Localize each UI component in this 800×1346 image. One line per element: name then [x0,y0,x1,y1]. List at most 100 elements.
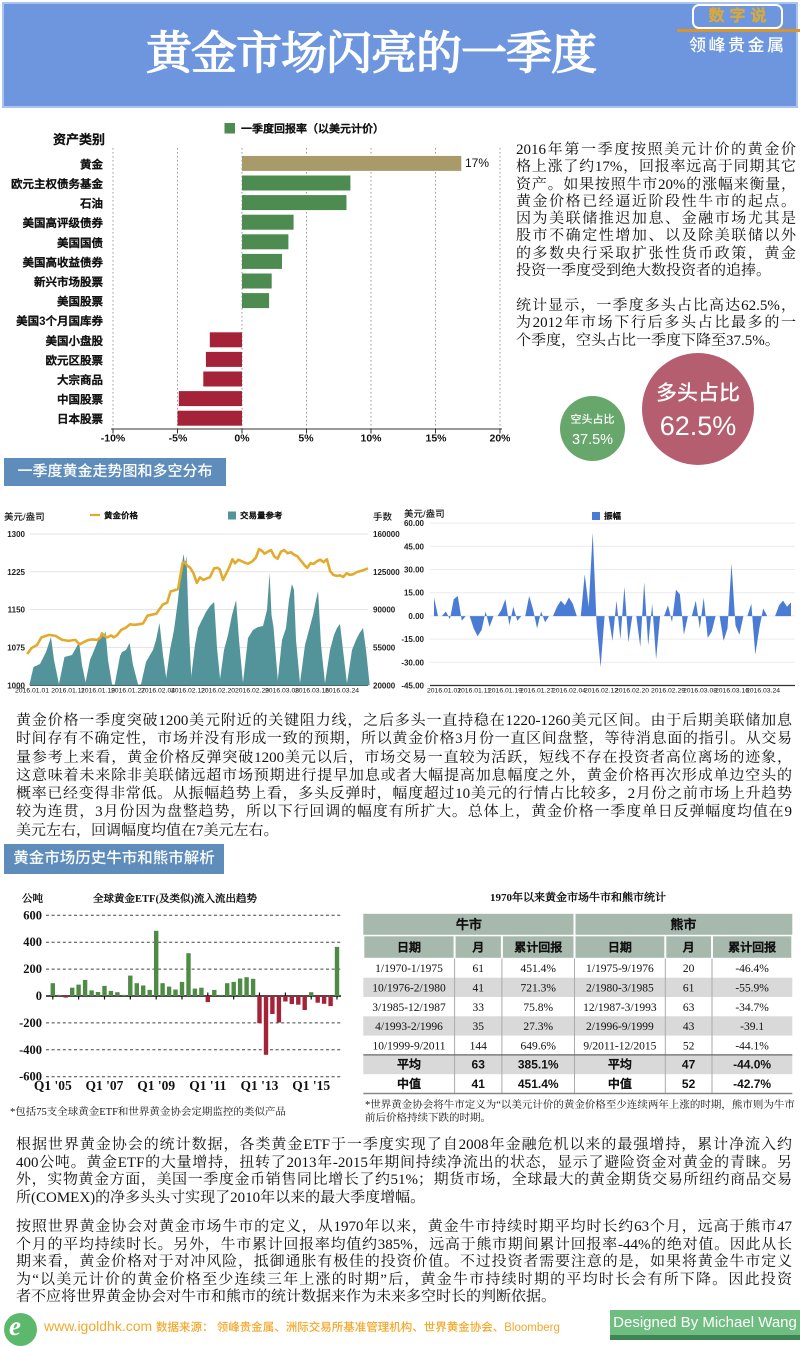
svg-text:Q1 '07: Q1 '07 [86,1078,124,1093]
svg-text:美国小盘股: 美国小盘股 [45,334,104,348]
svg-text:美国股票: 美国股票 [56,295,103,309]
svg-text:大宗商品: 大宗商品 [56,373,103,387]
svg-text:2016.01.11: 2016.01.11 [51,688,85,695]
svg-text:10/1976-2/1980: 10/1976-2/1980 [372,983,446,995]
svg-text:美国高收益债券: 美国高收益债券 [22,255,104,269]
svg-text:52: 52 [682,1077,696,1091]
svg-text:60.00: 60.00 [404,519,425,528]
svg-text:美国国债: 美国国债 [56,236,103,250]
svg-text:41: 41 [472,1077,486,1091]
svg-text:一季度回报率（以美元计价）: 一季度回报率（以美元计价） [241,123,384,136]
svg-text:61: 61 [472,963,484,975]
svg-text:累计回报: 累计回报 [727,940,777,954]
svg-text:20%: 20% [489,433,510,445]
svg-text:-55.9%: -55.9% [735,983,769,995]
svg-text:200: 200 [23,962,42,976]
svg-text:-5%: -5% [169,433,188,445]
svg-text:美国3个月国库券: 美国3个月国库券 [15,314,103,328]
svg-text:55000: 55000 [373,643,396,652]
svg-text:10/1999-9/2011: 10/1999-9/2011 [372,1040,445,1052]
svg-text:2016.01.19: 2016.01.19 [488,688,522,695]
svg-text:中值: 中值 [608,1077,632,1091]
svg-text:2016.01.11: 2016.01.11 [457,688,491,695]
svg-text:1/1970-1/1975: 1/1970-1/1975 [375,963,443,975]
svg-text:资产类别: 资产类别 [52,132,105,147]
svg-text:47: 47 [682,1058,696,1072]
svg-text:石油: 石油 [79,198,103,211]
svg-text:1000: 1000 [7,681,25,690]
svg-text:欧元主权债务基金: 欧元主权债务基金 [11,177,103,191]
svg-text:43: 43 [683,1021,695,1033]
svg-text:2016.02.12: 2016.02.12 [584,688,618,695]
svg-text:2016.03.08: 2016.03.08 [683,688,717,695]
svg-text:日期: 日期 [397,940,421,954]
svg-text:欧元区股票: 欧元区股票 [46,353,104,367]
svg-text:75.8%: 75.8% [523,1002,553,1014]
svg-text:-46.4%: -46.4% [735,963,769,975]
svg-text:中值: 中值 [397,1077,421,1091]
svg-text:-30.00: -30.00 [401,658,424,667]
svg-text:月: 月 [682,940,695,954]
svg-text:熊市: 熊市 [670,917,696,932]
svg-text:90000: 90000 [373,606,396,615]
svg-text:5%: 5% [298,433,314,445]
svg-text:600: 600 [23,908,42,922]
svg-text:2016.02.20: 2016.02.20 [201,688,235,695]
svg-text:2016.03.08: 2016.03.08 [265,688,299,695]
svg-text:手数: 手数 [373,511,393,523]
svg-text:0%: 0% [234,433,250,445]
svg-text:400: 400 [23,935,42,949]
svg-text:2/1996-9/1999: 2/1996-9/1999 [586,1021,654,1033]
svg-text:-400: -400 [19,1043,42,1057]
svg-text:Q1 '15: Q1 '15 [292,1078,330,1093]
svg-text:63: 63 [472,1058,486,1072]
svg-text:20000: 20000 [373,681,396,690]
svg-text:2016.01.01: 2016.01.01 [15,688,49,695]
svg-text:1225: 1225 [7,568,25,577]
svg-text:15.00: 15.00 [404,589,425,598]
svg-text:2016.02.12: 2016.02.12 [171,688,205,695]
svg-text:累计回报: 累计回报 [513,940,563,954]
svg-text:2016.03.24: 2016.03.24 [325,688,359,695]
svg-text:-45.00: -45.00 [401,682,424,691]
svg-text:2016.01.27: 2016.01.27 [111,688,145,695]
svg-text:中国股票: 中国股票 [57,394,103,407]
svg-text:美元/盎司: 美元/盎司 [404,508,445,520]
svg-text:17%: 17% [465,156,489,170]
svg-text:30.00: 30.00 [404,566,425,575]
svg-text:2016.02.29: 2016.02.29 [235,688,269,695]
svg-text:385.1%: 385.1% [518,1058,559,1072]
svg-text:日本股票: 日本股票 [57,413,103,426]
svg-text:牛市: 牛市 [456,917,482,932]
svg-text:平均: 平均 [397,1058,421,1072]
svg-text:2016.03.16: 2016.03.16 [715,688,749,695]
svg-text:144: 144 [470,1040,488,1052]
svg-text:Q1 '09: Q1 '09 [137,1078,175,1093]
svg-text:-44.0%: -44.0% [733,1058,771,1072]
svg-text:0: 0 [36,989,42,1003]
svg-text:27.3%: 27.3% [523,1021,553,1033]
svg-text:61: 61 [683,983,695,995]
svg-text:52: 52 [683,1040,695,1052]
svg-text:2016.01.01: 2016.01.01 [427,688,461,695]
svg-text:4/1993-2/1996: 4/1993-2/1996 [375,1021,443,1033]
svg-text:交易量参考: 交易量参考 [240,511,283,521]
svg-text:2016.03.24: 2016.03.24 [746,688,780,695]
svg-text:1970年以来黄金市场牛市和熊市统计: 1970年以来黄金市场牛市和熊市统计 [490,891,666,904]
svg-text:160000: 160000 [373,530,400,539]
svg-text:2016.01.27: 2016.01.27 [520,688,554,695]
svg-text:2016.02.04: 2016.02.04 [552,688,586,695]
svg-text:451.4%: 451.4% [518,1077,559,1091]
svg-text:10%: 10% [360,433,382,445]
svg-text:2016.02.20: 2016.02.20 [615,688,649,695]
svg-text:721.3%: 721.3% [520,983,556,995]
svg-text:全球黄金ETF(及类似)流入流出趋势: 全球黄金ETF(及类似)流入流出趋势 [93,892,257,905]
svg-text:2/1980-3/1985: 2/1980-3/1985 [586,983,654,995]
svg-text:日期: 日期 [608,940,632,954]
svg-text:Q1 '11: Q1 '11 [189,1078,226,1093]
svg-text:1150: 1150 [8,606,26,615]
svg-text:2016.02.04: 2016.02.04 [141,688,175,695]
svg-text:-10%: -10% [101,433,126,445]
svg-text:新兴市场股票: 新兴市场股票 [34,275,103,289]
svg-text:125000: 125000 [373,568,400,577]
